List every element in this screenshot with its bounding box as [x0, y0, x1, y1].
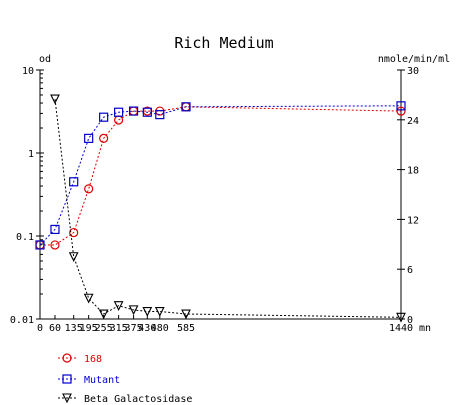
- data-point-triangle-down: [181, 309, 191, 320]
- series-line-1: [39, 105, 402, 246]
- data-point-triangle-down: [83, 293, 94, 304]
- data-point-circle: [50, 240, 60, 250]
- x-tick-label: 0: [37, 323, 43, 334]
- x-tick-label: 375: [125, 323, 143, 334]
- x-tick-label: 60: [49, 323, 61, 334]
- right-axis-label: nmole/min/ml: [378, 54, 450, 65]
- data-point-triangle-down: [128, 305, 139, 316]
- data-point-triangle-down: [68, 252, 79, 262]
- data-point-circle: [69, 227, 79, 238]
- x-tick-label: 255: [95, 323, 113, 334]
- left-tick-label: 0.1: [16, 232, 34, 243]
- series-layer: [35, 94, 406, 323]
- data-point-square: [142, 107, 152, 117]
- data-point-triangle-down: [396, 312, 406, 323]
- data-point-square: [35, 240, 45, 250]
- data-point-triangle-down: [142, 306, 153, 317]
- x-tick-label: 1440: [389, 323, 413, 334]
- legend-label: 168: [84, 354, 102, 365]
- data-point-square: [99, 112, 109, 122]
- data-point-triangle-down: [50, 94, 60, 105]
- data-point-circle: [396, 106, 406, 116]
- right-tick-label: 0: [407, 315, 413, 326]
- data-point-square: [181, 102, 191, 112]
- x-tick-label: 480: [151, 323, 169, 334]
- left-tick-label: 1: [28, 149, 34, 160]
- legend-label: Beta Galactosidase: [84, 394, 192, 405]
- data-point-circle: [99, 133, 109, 143]
- data-point-triangle-down: [98, 309, 109, 320]
- data-point-square: [128, 106, 139, 116]
- legend-marker: [62, 353, 72, 363]
- x-tick-label: 195: [80, 323, 98, 334]
- data-point-triangle-down: [113, 301, 124, 311]
- right-tick-label: 18: [407, 166, 419, 177]
- x-tick-label: 135: [65, 323, 83, 334]
- left-tick-label: 0.01: [10, 315, 34, 326]
- x-tick-label: 585: [177, 323, 195, 334]
- right-tick-label: 24: [407, 116, 419, 127]
- data-point-square: [114, 107, 124, 117]
- series-line-2: [54, 99, 402, 318]
- data-point-square: [84, 133, 94, 143]
- legend-marker: [62, 374, 72, 384]
- x-tick-label: 430: [138, 323, 156, 334]
- data-point-square: [69, 177, 79, 187]
- data-point-square: [396, 101, 406, 111]
- right-tick-label: 30: [407, 66, 419, 77]
- chart-title: Rich Medium: [174, 34, 273, 52]
- left-axis-label: od: [39, 54, 51, 65]
- legend-label: Mutant: [84, 375, 120, 386]
- legend-marker: [62, 393, 72, 404]
- data-point-circle: [84, 184, 94, 194]
- x-axis-unit: mn: [419, 323, 431, 334]
- data-point-square: [50, 224, 60, 235]
- data-point-square: [155, 110, 165, 120]
- legend: 168 Mutant Beta Galactosidase: [58, 353, 192, 405]
- data-point-triangle-down: [154, 306, 165, 317]
- x-tick-label: 315: [110, 323, 128, 334]
- right-tick-label: 12: [407, 215, 419, 226]
- series-line-0: [40, 106, 402, 246]
- right-tick-label: 6: [407, 265, 413, 276]
- left-tick-label: 10: [22, 66, 34, 77]
